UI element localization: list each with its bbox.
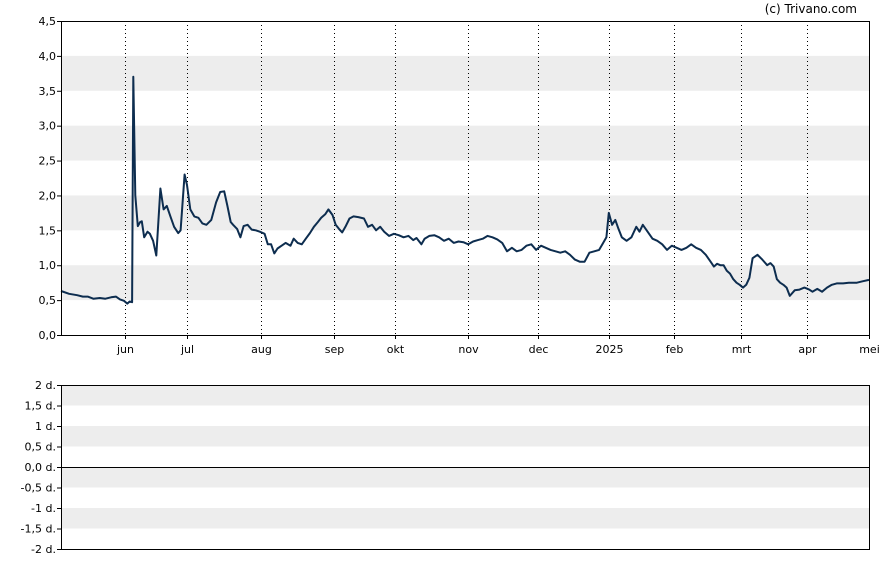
price-series-line [60, 75, 870, 305]
grid-band [61, 125, 869, 161]
x-tick-label: mei [859, 343, 880, 356]
grid-band [61, 55, 869, 91]
x-tick-label: nov [458, 343, 479, 356]
grid-band [61, 265, 869, 301]
price-chart-y-axis: 0,0 0,5 1,0 1,5 2,0 2,5 3,0 3,5 4,0 4,5 [39, 15, 61, 342]
y-tick-label: -1,5 d. [21, 523, 56, 536]
x-tick-label: aug [251, 343, 272, 356]
lower-chart-y-axis: -2 d. -1,5 d. -1 d. -0,5 d. 0,0 d. 0,5 d. 1 d.… [21, 379, 61, 556]
lower-chart-frame [61, 385, 870, 550]
y-tick-label: 1,5 d. [25, 400, 56, 413]
x-tick-label: 2025 [596, 343, 624, 356]
x-tick-label: jun [116, 343, 134, 356]
grid-band [61, 426, 869, 447]
lower-chart-bands [61, 385, 869, 529]
x-tick-label: feb [666, 343, 684, 356]
x-tick-label: apr [798, 343, 817, 356]
grid-band [61, 385, 869, 406]
x-tick-label: okt [387, 343, 405, 356]
price-chart-x-axis: jun jul aug sep okt nov dec 2025 feb mrt apr mei [116, 335, 880, 356]
y-tick-label: 0,5 d. [25, 441, 56, 454]
grid-band [61, 195, 869, 231]
source-credit: (c) Trivano.com [765, 2, 857, 16]
x-tick-label: sep [325, 343, 344, 356]
grid-band [61, 467, 869, 488]
y-tick-label: 2 d. [35, 379, 56, 392]
y-tick-label: 1,5 [39, 224, 57, 237]
y-tick-label: -1 d. [31, 502, 56, 515]
x-tick-label: jul [180, 343, 194, 356]
y-tick-label: 3,5 [39, 85, 57, 98]
y-tick-label: 0,5 [39, 294, 57, 307]
y-tick-label: 4,5 [39, 15, 57, 28]
x-tick-label: mrt [732, 343, 752, 356]
y-tick-label: 0,0 [39, 329, 57, 342]
y-tick-label: 0,0 d. [25, 461, 56, 474]
price-chart-bands [61, 55, 869, 301]
y-tick-label: 2,5 [39, 155, 57, 168]
grid-band [61, 508, 869, 529]
y-tick-label: -2 d. [31, 543, 56, 556]
y-tick-label: -0,5 d. [21, 482, 56, 495]
x-tick-label: dec [529, 343, 549, 356]
y-tick-label: 4,0 [39, 50, 57, 63]
y-tick-label: 1 d. [35, 420, 56, 433]
y-tick-label: 1,0 [39, 259, 57, 272]
y-tick-label: 2,0 [39, 189, 57, 202]
price-chart-frame [61, 21, 870, 336]
price-chart-series [60, 75, 870, 305]
y-tick-label: 3,0 [39, 120, 57, 133]
